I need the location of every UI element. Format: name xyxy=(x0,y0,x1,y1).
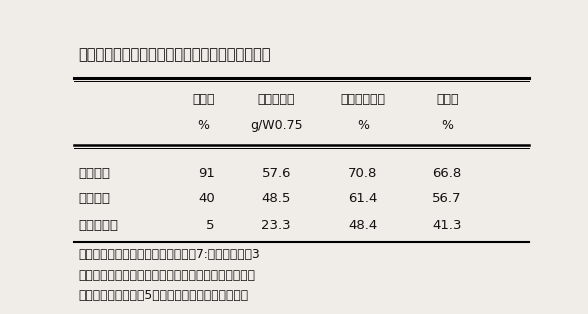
Text: 56.7: 56.7 xyxy=(432,192,462,205)
Text: 自由採食量: 自由採食量 xyxy=(258,93,295,106)
Text: %: % xyxy=(441,119,453,133)
Text: 稲ワラＡ: 稲ワラＡ xyxy=(78,166,110,180)
Text: 61.4: 61.4 xyxy=(348,192,377,205)
Text: の混合飼料により、差引法で稲ワラの消化率を算出し: の混合飼料により、差引法で稲ワラの消化率を算出し xyxy=(78,268,255,282)
Text: 66.8: 66.8 xyxy=(433,166,462,180)
Text: g/W0.75: g/W0.75 xyxy=(250,119,303,133)
Text: %: % xyxy=(357,119,369,133)
Text: 平年稲ワラ: 平年稲ワラ xyxy=(78,219,118,231)
Text: 表２．冷害稲ワラの採食量、消化率、ＴＤＮ含量: 表２．冷害稲ワラの採食量、消化率、ＴＤＮ含量 xyxy=(78,47,270,62)
Text: た。自由採食量は、5日間の単味給与で測定した。: た。自由採食量は、5日間の単味給与で測定した。 xyxy=(78,289,248,302)
Text: 稲ワラＢ: 稲ワラＢ xyxy=(78,192,110,205)
Text: 91: 91 xyxy=(198,166,215,180)
Text: 5: 5 xyxy=(206,219,215,231)
Text: 不稔率: 不稔率 xyxy=(192,93,215,106)
Text: 57.6: 57.6 xyxy=(262,166,291,180)
Text: 70.8: 70.8 xyxy=(348,166,377,180)
Text: ＴＤＮ: ＴＤＮ xyxy=(436,93,459,106)
Text: 48.4: 48.4 xyxy=(348,219,377,231)
Text: 消化試験はめん羊を供試し、稲ワラ7:ヘイキューブ3: 消化試験はめん羊を供試し、稲ワラ7:ヘイキューブ3 xyxy=(78,248,260,261)
Text: 23.3: 23.3 xyxy=(262,219,291,231)
Text: 40: 40 xyxy=(198,192,215,205)
Text: 41.3: 41.3 xyxy=(432,219,462,231)
Text: 48.5: 48.5 xyxy=(262,192,291,205)
Text: 有機物消化率: 有機物消化率 xyxy=(340,93,385,106)
Text: %: % xyxy=(198,119,209,133)
